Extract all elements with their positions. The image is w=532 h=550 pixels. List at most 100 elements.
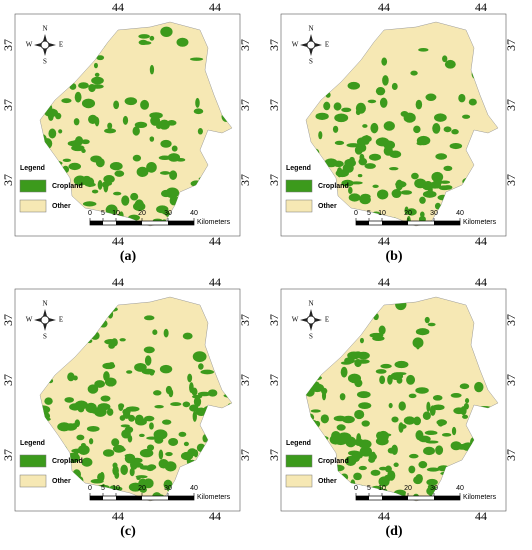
panel-label: (b) [385, 249, 402, 264]
scale-label: 30 [164, 485, 172, 492]
panel-label: (d) [385, 524, 402, 539]
map-frame [280, 288, 507, 512]
latitude-label: 37 [267, 99, 281, 111]
compass-n: N [42, 300, 47, 308]
compass [40, 40, 50, 50]
latitude-label: 37 [1, 314, 15, 326]
compass [40, 315, 50, 325]
scale-segment [90, 496, 103, 500]
map-panel: 44 44 44 44 37 37 37 37 37 37 N S E W Legend Cropland Ot… [267, 275, 518, 539]
latitude-label: 37 [504, 39, 518, 51]
latitude-label: 37 [1, 99, 15, 111]
compass-n: N [308, 300, 313, 308]
latitude-label: 37 [238, 449, 252, 461]
scale-segment [382, 221, 408, 225]
map-frame [14, 13, 241, 237]
compass-w: W [292, 41, 299, 49]
scale-segment [90, 221, 103, 225]
latitude-label: 37 [238, 99, 252, 111]
scale-label: 20 [138, 210, 146, 217]
latitude-label: 37 [267, 39, 281, 51]
legend-label: Cropland [318, 458, 349, 465]
scale-segment [382, 496, 408, 500]
longitude-label: 44 [475, 275, 487, 289]
scale-label: 10 [112, 485, 120, 492]
scale-label: 30 [430, 210, 438, 217]
legend-label: Cropland [52, 183, 83, 190]
latitude-label: 37 [504, 449, 518, 461]
scale-label: 5 [367, 210, 371, 217]
longitude-label: 44 [209, 0, 221, 14]
longitude-label: 44 [112, 234, 124, 248]
scale-label: 10 [378, 210, 386, 217]
compass-w: W [26, 316, 33, 324]
scale-label: 40 [190, 210, 198, 217]
legend-label: Other [52, 478, 71, 485]
legend-label: Cropland [52, 458, 83, 465]
longitude-label: 44 [112, 0, 124, 14]
legend-swatch [285, 199, 313, 213]
scale-segment [168, 221, 194, 225]
scale-label: 40 [456, 210, 464, 217]
longitude-label: 44 [378, 234, 390, 248]
longitude-label: 44 [475, 509, 487, 523]
latitude-label: 37 [504, 174, 518, 186]
latitude-label: 37 [267, 314, 281, 326]
legend-swatch [19, 179, 47, 193]
compass-e: E [325, 41, 329, 49]
legend-title: Legend [20, 440, 45, 447]
scale-label: 40 [456, 485, 464, 492]
latitude-label: 37 [504, 374, 518, 386]
scale-label: 0 [88, 485, 92, 492]
scale-label: 20 [138, 485, 146, 492]
latitude-label: 37 [238, 314, 252, 326]
compass-s: S [43, 58, 47, 66]
longitude-label: 44 [378, 0, 390, 14]
compass-s: S [43, 333, 47, 341]
scale-label: 40 [190, 485, 198, 492]
latitude-label: 37 [238, 39, 252, 51]
latitude-label: 37 [267, 174, 281, 186]
scale-segment [168, 496, 194, 500]
scale-unit: Kilometers [463, 219, 497, 226]
compass-e: E [59, 316, 63, 324]
map-frame [280, 13, 507, 237]
compass [306, 40, 316, 50]
latitude-label: 37 [267, 449, 281, 461]
scale-label: 0 [354, 485, 358, 492]
legend-title: Legend [286, 440, 311, 447]
scale-label: 0 [354, 210, 358, 217]
legend-swatch [285, 474, 313, 488]
scale-label: 0 [88, 210, 92, 217]
longitude-label: 44 [475, 234, 487, 248]
latitude-label: 37 [1, 374, 15, 386]
latitude-label: 37 [1, 39, 15, 51]
scale-label: 20 [404, 485, 412, 492]
compass-w: W [292, 316, 299, 324]
scale-unit: Kilometers [197, 494, 231, 501]
longitude-label: 44 [209, 234, 221, 248]
legend-swatch [19, 474, 47, 488]
panel-label: (a) [120, 249, 137, 264]
legend-swatch [19, 199, 47, 213]
legend-title: Legend [286, 165, 311, 172]
longitude-label: 44 [378, 275, 390, 289]
latitude-label: 37 [504, 99, 518, 111]
legend-label: Other [318, 203, 337, 210]
scale-label: 30 [430, 485, 438, 492]
compass-n: N [42, 25, 47, 33]
compass-s: S [309, 333, 313, 341]
scale-segment [116, 496, 142, 500]
legend-swatch [19, 454, 47, 468]
compass-e: E [325, 316, 329, 324]
scale-label: 10 [378, 485, 386, 492]
scale-unit: Kilometers [463, 494, 497, 501]
compass [306, 315, 316, 325]
scale-segment [356, 496, 369, 500]
latitude-label: 37 [238, 174, 252, 186]
latitude-label: 37 [267, 374, 281, 386]
latitude-label: 37 [504, 314, 518, 326]
scale-segment [116, 221, 142, 225]
scale-label: 5 [101, 210, 105, 217]
